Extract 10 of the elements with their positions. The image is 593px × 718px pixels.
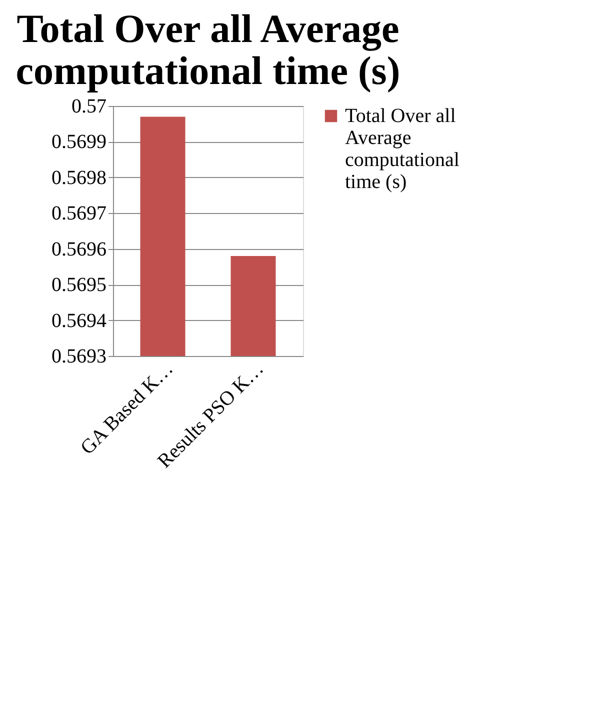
y-tick-label: 0.5693 xyxy=(52,346,106,368)
y-tick-label: 0.5699 xyxy=(52,131,106,154)
chart-title: Total Over all Average computational time (s) xyxy=(16,6,400,93)
y-tick-label: 0.5698 xyxy=(52,166,106,189)
y-tick-label: 0.5695 xyxy=(52,274,106,296)
y-tick-label: 0.5696 xyxy=(52,238,106,260)
y-tick-label: 0.57 xyxy=(72,96,106,118)
legend-label: Total Over all Average computational time (s) xyxy=(345,105,460,193)
y-tick-label: 0.5694 xyxy=(52,310,106,332)
y-tick-label: 0.5697 xyxy=(52,202,106,225)
